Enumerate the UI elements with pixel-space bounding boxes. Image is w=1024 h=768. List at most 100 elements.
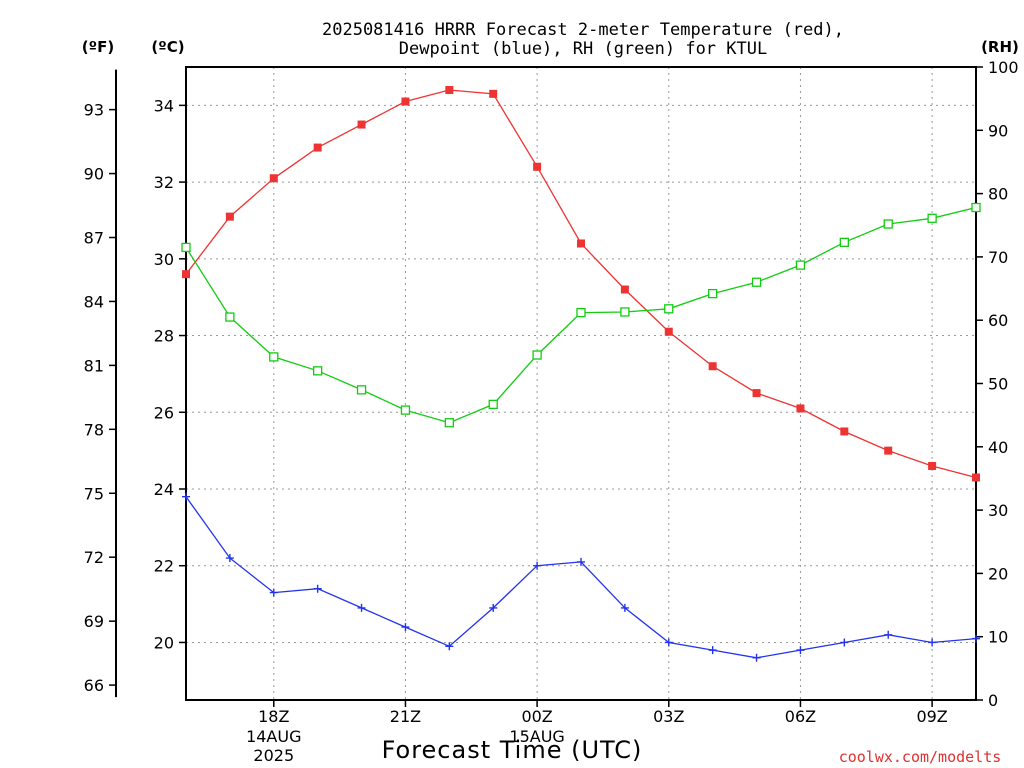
dewpoint-point bbox=[225, 554, 234, 563]
temperature-point bbox=[972, 473, 980, 482]
x-tick-date-label: 15AUG bbox=[509, 727, 564, 746]
temperature-point bbox=[533, 162, 542, 171]
temperature-point bbox=[664, 327, 673, 336]
dewpoint-point bbox=[401, 623, 410, 632]
rh-point bbox=[313, 366, 323, 376]
rh-point bbox=[927, 213, 937, 223]
rh-point bbox=[181, 242, 191, 253]
dewpoint-point bbox=[489, 603, 498, 612]
dewpoint-point bbox=[269, 588, 278, 597]
rh-point bbox=[356, 385, 367, 395]
temperature-point bbox=[357, 120, 366, 129]
celsius-tick-label: 26 bbox=[154, 403, 174, 422]
celsius-tick-label: 24 bbox=[154, 480, 174, 499]
rh-tick-label: 20 bbox=[988, 564, 1008, 583]
rh-point bbox=[664, 304, 674, 314]
rh-point bbox=[620, 307, 630, 317]
temperature-point bbox=[445, 86, 454, 95]
celsius-tick-label: 22 bbox=[154, 557, 174, 576]
dewpoint-point bbox=[972, 634, 980, 643]
rh-tick-label: 10 bbox=[988, 628, 1008, 647]
dewpoint-point bbox=[357, 603, 366, 612]
chart-title-line-2: Dewpoint (blue), RH (green) for KTUL bbox=[399, 39, 767, 59]
rh-point bbox=[576, 307, 586, 318]
fahrenheit-tick-label: 81 bbox=[84, 356, 104, 375]
fahrenheit-tick-label: 72 bbox=[84, 548, 104, 567]
dewpoint-point bbox=[752, 653, 761, 662]
temperature-series-line bbox=[185, 89, 977, 479]
dewpoint-point bbox=[884, 630, 893, 639]
rh-point bbox=[532, 350, 542, 360]
celsius-tick-label: 28 bbox=[154, 327, 174, 346]
dewpoint-point bbox=[533, 561, 542, 570]
rh-tick-label: 80 bbox=[988, 185, 1008, 204]
series-layer bbox=[181, 86, 981, 662]
plot-frame bbox=[185, 66, 977, 701]
rh-point bbox=[708, 288, 718, 299]
temperature-point bbox=[752, 389, 761, 398]
dewpoint-point bbox=[664, 638, 673, 647]
rh-point bbox=[971, 202, 981, 213]
temperature-point bbox=[225, 212, 234, 221]
rh-point bbox=[400, 405, 411, 415]
temperature-point bbox=[182, 270, 190, 279]
fahrenheit-tick-label: 87 bbox=[84, 229, 104, 248]
dewpoint-point bbox=[840, 638, 849, 647]
chart-title-line-1: 2025081416 HRRR Forecast 2-meter Tempera… bbox=[322, 20, 844, 40]
celsius-tick-label: 32 bbox=[154, 173, 174, 192]
rh-point bbox=[751, 277, 762, 287]
rh-tick-label: 90 bbox=[988, 121, 1008, 140]
fahrenheit-tick-label: 69 bbox=[84, 612, 104, 631]
rh-tick-label: 50 bbox=[988, 375, 1008, 394]
rh-tick-label: 30 bbox=[988, 501, 1008, 520]
temperature-point bbox=[489, 89, 498, 98]
rh-tick-label: 60 bbox=[988, 311, 1008, 330]
credit-text: coolwx.com/modelts bbox=[839, 748, 1002, 766]
dewpoint-point bbox=[620, 603, 629, 612]
rh-point bbox=[444, 418, 454, 428]
fahrenheit-tick-label: 90 bbox=[84, 165, 104, 184]
dewpoint-series-line bbox=[185, 496, 977, 659]
rh-point bbox=[839, 237, 849, 247]
rh-point bbox=[488, 399, 498, 410]
dewpoint-point bbox=[708, 646, 717, 655]
rh-tick-label: 70 bbox=[988, 248, 1008, 267]
temperature-point bbox=[708, 362, 717, 371]
x-tick-date-label: 14AUG bbox=[246, 727, 301, 746]
temperature-point bbox=[796, 404, 805, 413]
temperature-point bbox=[577, 239, 585, 248]
dewpoint-point bbox=[182, 492, 190, 501]
temperature-point bbox=[269, 174, 278, 183]
dewpoint-point bbox=[313, 584, 322, 593]
temperature-point bbox=[620, 285, 629, 294]
temperature-point bbox=[313, 143, 322, 152]
rh-tick-label: 100 bbox=[988, 58, 1019, 77]
rh-axis-unit: (RH) bbox=[981, 38, 1019, 56]
fahrenheit-tick-label: 93 bbox=[84, 101, 104, 120]
celsius-tick-label: 30 bbox=[154, 250, 174, 269]
rh-point bbox=[883, 219, 893, 229]
temperature-point bbox=[401, 97, 410, 106]
rh-point bbox=[269, 352, 279, 362]
x-tick-label: 09Z bbox=[916, 707, 947, 726]
axis-layer: 20 22 24 26 28 30 32 34 66 69 72 75 78 81 84 87 90 93 0 10 2… bbox=[84, 58, 1019, 765]
fahrenheit-tick-label: 75 bbox=[84, 484, 104, 503]
x-tick-label: 18Z bbox=[258, 707, 289, 726]
rh-tick-label: 40 bbox=[988, 438, 1008, 457]
grid-layer bbox=[186, 67, 976, 700]
x-tick-year-label: 2025 bbox=[253, 746, 294, 765]
dewpoint-point bbox=[928, 638, 937, 647]
temperature-point bbox=[928, 461, 937, 470]
x-tick-label: 06Z bbox=[785, 707, 816, 726]
temperature-point bbox=[840, 427, 849, 436]
fahrenheit-tick-label: 84 bbox=[84, 292, 104, 311]
rh-tick-label: 0 bbox=[988, 691, 998, 710]
x-tick-label: 21Z bbox=[390, 707, 421, 726]
fahrenheit-axis-unit: (ºF) bbox=[82, 38, 114, 56]
dewpoint-point bbox=[577, 557, 585, 566]
rh-point bbox=[225, 312, 235, 322]
dewpoint-point bbox=[796, 646, 805, 655]
celsius-tick-label: 20 bbox=[154, 633, 174, 652]
celsius-tick-label: 34 bbox=[154, 96, 174, 115]
